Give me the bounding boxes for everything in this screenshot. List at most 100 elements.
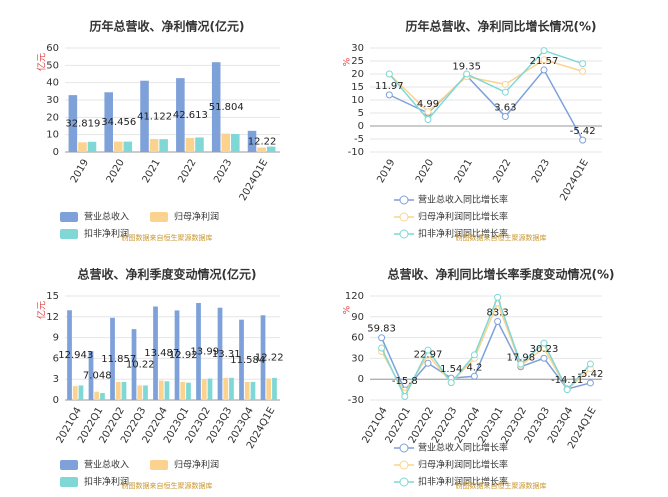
data-label: 4.2 [466, 362, 482, 373]
bar [78, 385, 84, 400]
bar [211, 62, 221, 152]
data-label: 1.54 [440, 364, 462, 375]
x-tick-label: 2020 [105, 158, 127, 186]
data-label: 12.92 [169, 350, 198, 361]
legend-swatch [399, 229, 409, 239]
data-label: 13.487 [144, 348, 179, 359]
data-label: -15.8 [392, 376, 418, 387]
marker [424, 116, 432, 123]
bar [229, 377, 234, 400]
x-tick-label: 2022 [176, 158, 198, 186]
marker [501, 113, 509, 121]
source-note: 制图数据来自恒生聚源数据库 [456, 481, 547, 490]
data-label: 12.943 [58, 350, 93, 361]
x-tick-label: 2019 [375, 158, 397, 186]
data-label: 32.819 [65, 119, 100, 130]
y-tick-label: 0 [358, 374, 364, 385]
chart-title: 总营收、净利季度变动情况(亿元) [78, 267, 257, 282]
data-label: 59.83 [367, 324, 396, 335]
legend-label: 营业总收入 [84, 211, 129, 223]
data-label: 7.048 [83, 371, 112, 382]
bar [143, 385, 148, 400]
bar [180, 381, 186, 400]
marker [463, 70, 471, 78]
data-label: 51.804 [209, 102, 244, 113]
y-tick-label: -5 [354, 134, 364, 145]
y-tick-label: 12 [46, 312, 59, 323]
legend-swatch [399, 212, 409, 222]
bar [158, 380, 164, 400]
data-label: -5.42 [577, 369, 603, 380]
bar [87, 141, 97, 152]
y-axis-label: 亿元 [36, 301, 48, 319]
legend-label: 营业总收入同比增长率 [418, 442, 508, 454]
line [380, 295, 591, 399]
data-label: 11.584 [230, 355, 265, 366]
data-label: 3.63 [494, 103, 516, 114]
marker [540, 339, 548, 347]
data-label: -5.42 [570, 126, 596, 137]
chart-title: 总营收、净利同比增长率季度变动情况(%) [388, 267, 615, 282]
marker [447, 379, 455, 387]
legend-label: 归母净利润同比增长率 [418, 459, 508, 471]
data-label: 34.456 [101, 117, 136, 128]
data-label: 17.98 [506, 353, 535, 364]
marker [579, 136, 587, 144]
y-tick-label: 30 [351, 43, 364, 54]
marker [586, 360, 594, 368]
x-tick-label: 2021 [141, 158, 163, 186]
legend-swatch [60, 477, 78, 487]
bar [186, 382, 191, 400]
y-tick-label: 90 [351, 312, 364, 323]
y-tick-label: 50 [46, 60, 59, 71]
bar [159, 139, 168, 152]
bar [231, 133, 240, 152]
bar [149, 139, 159, 152]
marker [540, 47, 548, 55]
bar [207, 378, 213, 400]
marker [579, 60, 587, 68]
bar [250, 381, 256, 400]
data-label: -14.11 [551, 375, 583, 386]
legend-swatch [60, 212, 78, 222]
y-tick-label: 30 [351, 353, 364, 364]
bar [88, 351, 94, 400]
y-tick-label: 20 [351, 69, 364, 80]
x-tick-label: 2021 [453, 158, 475, 186]
legend-label: 归母净利润 [174, 459, 219, 471]
bar [113, 141, 123, 152]
marker [563, 386, 571, 394]
bar [110, 317, 115, 400]
bar [131, 329, 137, 400]
bar [195, 137, 204, 152]
legend-swatch [399, 477, 409, 487]
data-label: 30.23 [530, 344, 559, 355]
bar [104, 92, 113, 152]
y-tick-label: 25 [351, 56, 364, 67]
bar [94, 391, 100, 400]
line [380, 319, 591, 392]
data-label: 10.22 [126, 360, 155, 371]
legend-swatch [150, 212, 168, 222]
line [388, 58, 583, 113]
y-tick-label: 15 [46, 291, 59, 302]
marker [540, 56, 548, 64]
y-tick-label: 60 [46, 43, 59, 54]
y-tick-label: 120 [345, 291, 364, 302]
bar [123, 141, 133, 152]
legend-label: 归母净利润 [174, 211, 219, 223]
legend-label: 扣非净利润同比增长率 [418, 476, 508, 488]
bar [176, 78, 185, 152]
source-note: 制图数据来自恒生聚源数据库 [122, 233, 213, 242]
source-note: 制图数据来自恒生聚源数据库 [456, 233, 547, 242]
y-tick-label: 40 [46, 78, 59, 89]
y-tick-label: 6 [53, 353, 59, 364]
bar [223, 377, 229, 400]
bar [100, 393, 105, 400]
bar [137, 385, 143, 400]
bar [121, 381, 127, 400]
bar [272, 377, 277, 400]
data-label: 11.97 [375, 81, 404, 92]
bar [185, 137, 195, 152]
legend-swatch [60, 460, 78, 470]
